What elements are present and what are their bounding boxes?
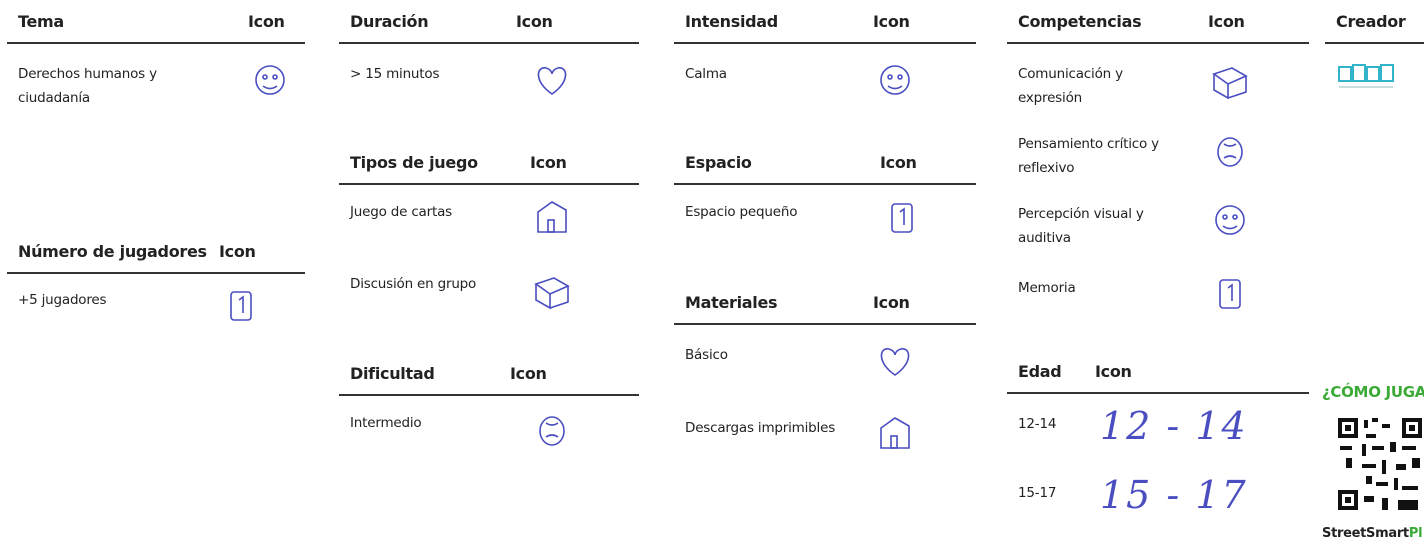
table-header: Intensidad [685, 12, 778, 31]
icon [534, 277, 570, 310]
row-text: Memoria [1018, 280, 1076, 296]
row-text: Juego de cartas [350, 204, 452, 220]
header-rule [339, 394, 639, 396]
table-header: Edad [1018, 362, 1062, 381]
header-rule [674, 183, 976, 185]
header-rule [339, 183, 639, 185]
header-rule [1007, 392, 1309, 394]
row-text: Espacio pequeño [685, 204, 798, 220]
row-text: Básico [685, 347, 728, 363]
icon [891, 203, 913, 233]
table-header: Competencias [1018, 12, 1142, 31]
header-rule [7, 42, 305, 44]
header-rule [1325, 42, 1424, 44]
row-text: Descargas imprimibles [685, 420, 836, 436]
icon [255, 65, 285, 95]
icon-header: Icon [873, 293, 910, 312]
header-rule [1007, 42, 1309, 44]
icon [880, 65, 910, 95]
table-header: Duración [350, 12, 429, 31]
brand: StreetSmartPl [1322, 524, 1423, 544]
icon-text: 15 - 17 [1100, 473, 1248, 517]
icon [1215, 205, 1245, 235]
icon [537, 67, 567, 95]
icon [537, 201, 567, 233]
icon-header: Icon [510, 364, 547, 383]
icon-header: Icon [248, 12, 285, 31]
row-text: Intermedio [350, 415, 422, 431]
icon [539, 416, 565, 446]
icon [1219, 279, 1241, 309]
icon-text: 12 - 14 [1100, 404, 1248, 448]
icon [1217, 137, 1243, 167]
icon [880, 417, 910, 449]
header-rule [339, 42, 639, 44]
row-text: > 15 minutos [350, 66, 440, 82]
creator-logo [1338, 64, 1394, 88]
brand-part: StreetSmart [1322, 526, 1409, 541]
row-text: 15-17 [1018, 485, 1057, 501]
header-rule [674, 323, 976, 325]
row-text: Percepción visual y auditiva [1018, 206, 1144, 246]
icon-header: Icon [880, 153, 917, 172]
icon-header: Icon [873, 12, 910, 31]
table-header: Dificultad [350, 364, 435, 383]
header-rule [674, 42, 976, 44]
row-text: 12-14 [1018, 416, 1057, 432]
icon-header: Icon [1095, 362, 1132, 381]
row-text: Calma [685, 66, 727, 82]
qr-code [1336, 416, 1424, 514]
row-text: +5 jugadores [18, 292, 107, 308]
table-header: Creador [1336, 12, 1406, 31]
icon [880, 348, 910, 376]
icon [1212, 67, 1248, 100]
row-text: Comunicación y expresión [1018, 66, 1123, 106]
icon-header: Icon [516, 12, 553, 31]
table-header: Espacio [685, 153, 752, 172]
table-header: Número de jugadores [18, 242, 207, 261]
table-header: Tipos de juego [350, 153, 478, 172]
brand-part: Pl [1408, 526, 1423, 541]
row-text: Discusión en grupo [350, 276, 477, 292]
row-text: Pensamiento crítico y reflexivo [1018, 136, 1159, 176]
icon [230, 291, 252, 321]
icon-header: Icon [1208, 12, 1245, 31]
icon-header: Icon [219, 242, 256, 261]
icon-header: Icon [530, 153, 567, 172]
how-to-play: ¿CÓMO JUGAR [1322, 383, 1424, 401]
table-header: Tema [18, 12, 64, 31]
header-rule [7, 272, 305, 274]
row-text: Derechos humanos y ciudadanía [18, 66, 157, 106]
table-header: Materiales [685, 293, 778, 312]
